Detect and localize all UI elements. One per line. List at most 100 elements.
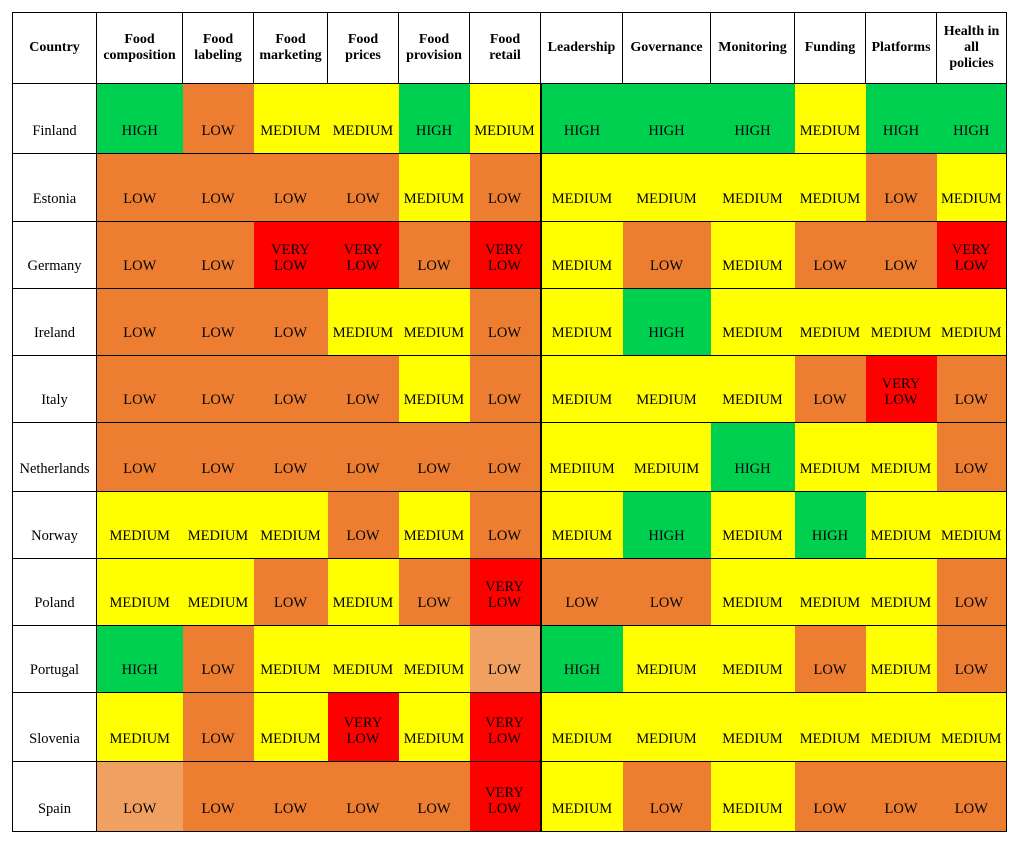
rating-cell: LOW xyxy=(469,491,541,559)
rating-cell: LOW xyxy=(865,761,937,832)
column-header-4: Food prices xyxy=(327,12,399,84)
rating-cell: LOW xyxy=(469,422,541,492)
rating-cell: HIGH xyxy=(710,83,795,154)
rating-cell: LOW xyxy=(936,422,1007,492)
rating-cell: MEDIUM xyxy=(936,692,1007,762)
rating-cell: LOW xyxy=(469,355,541,423)
column-header-11: Platforms xyxy=(865,12,937,84)
rating-cell: LOW xyxy=(794,355,866,423)
rating-cell: MEDIUM xyxy=(865,491,937,559)
rating-cell: MEDIUM xyxy=(327,625,399,693)
rating-cell: HIGH xyxy=(622,288,711,356)
rating-cell: LOW xyxy=(96,355,183,423)
rating-cell: MEDIUM xyxy=(710,692,795,762)
rating-cell: MEDIUM xyxy=(622,355,711,423)
rating-cell: MEDIUM xyxy=(539,491,623,559)
rating-cell: LOW xyxy=(182,288,254,356)
rating-cell: LOW xyxy=(327,153,399,222)
column-header-7: Leadership xyxy=(540,12,623,84)
rating-cell: MEDIUM xyxy=(865,288,937,356)
rating-cell: LOW xyxy=(622,761,711,832)
rating-cell: LOW xyxy=(253,422,328,492)
rating-cell: MEDIUM xyxy=(539,355,623,423)
rating-cell: MEDIUM xyxy=(539,692,623,762)
rating-cell: LOW xyxy=(865,153,937,222)
rating-cell: MEDIUM xyxy=(398,355,470,423)
country-name: Portugal xyxy=(12,625,97,693)
rating-cell: VERY LOW xyxy=(469,558,541,626)
rating-cell: MEDIUM xyxy=(96,692,183,762)
rating-cell: LOW xyxy=(96,422,183,492)
country-name: Ireland xyxy=(12,288,97,356)
country-name: Poland xyxy=(12,558,97,626)
country-name: Netherlands xyxy=(12,422,97,492)
rating-cell: MEDIUM xyxy=(96,491,183,559)
rating-cell: MEDIUM xyxy=(710,288,795,356)
rating-cell: LOW xyxy=(253,355,328,423)
rating-cell: MEDIUM xyxy=(327,558,399,626)
rating-cell: LOW xyxy=(398,422,470,492)
country-name: Norway xyxy=(12,491,97,559)
rating-cell: VERY LOW xyxy=(253,221,328,289)
rating-cell: LOW xyxy=(936,761,1007,832)
rating-cell: LOW xyxy=(182,83,254,154)
rating-cell: LOW xyxy=(182,761,254,832)
rating-cell: LOW xyxy=(622,221,711,289)
country-name: Germany xyxy=(12,221,97,289)
rating-cell: HIGH xyxy=(398,83,470,154)
column-header-5: Food provision xyxy=(398,12,470,84)
rating-cell: MEDIUM xyxy=(710,221,795,289)
country-name: Slovenia xyxy=(12,692,97,762)
column-header-country: Country xyxy=(12,12,97,84)
rating-cell: LOW xyxy=(469,625,541,693)
rating-cell: LOW xyxy=(865,221,937,289)
column-header-8: Governance xyxy=(622,12,711,84)
table-row: Italy LOW LOW LOW LOW MEDIUM LOW MEDIUM MEDIUM ME… xyxy=(12,355,1007,423)
rating-cell: MEDIUM xyxy=(794,422,866,492)
table-row: Poland MEDIUM MEDIUM LOW MEDIUM LOW VERY LOW LOW… xyxy=(12,558,1007,626)
rating-cell: LOW xyxy=(936,558,1007,626)
rating-cell: LOW xyxy=(182,153,254,222)
column-header-9: Monitoring xyxy=(710,12,795,84)
rating-cell: MEDIUM xyxy=(253,625,328,693)
rating-cell: MEDIUM xyxy=(398,692,470,762)
rating-cell: HIGH xyxy=(539,625,623,693)
rating-cell: MEDIUM xyxy=(622,153,711,222)
rating-cell: HIGH xyxy=(96,83,183,154)
rating-cell: MEDIUM xyxy=(398,491,470,559)
policy-rating-table: Country Food composition Food labeling Food ma… xyxy=(12,12,1007,832)
table-row: Slovenia MEDIUM LOW MEDIUM VERY LOW MEDIUM VERY… xyxy=(12,692,1007,762)
rating-cell: MEDIUM xyxy=(794,83,866,154)
rating-cell: LOW xyxy=(182,221,254,289)
column-header-2: Food labeling xyxy=(182,12,254,84)
rating-cell: LOW xyxy=(327,761,399,832)
rating-cell: MEDIUM xyxy=(327,83,399,154)
rating-cell: HIGH xyxy=(710,422,795,492)
column-header-1: Food composition xyxy=(96,12,183,84)
rating-cell: LOW xyxy=(398,558,470,626)
rating-cell: LOW xyxy=(96,761,183,832)
rating-cell: MEDIUM xyxy=(936,288,1007,356)
rating-cell: MEDIUIM xyxy=(622,422,711,492)
rating-cell: LOW xyxy=(182,625,254,693)
rating-cell: HIGH xyxy=(622,491,711,559)
rating-cell: MEDIUM xyxy=(182,491,254,559)
rating-cell: MEDIUM xyxy=(710,558,795,626)
rating-cell: MEDIUM xyxy=(539,221,623,289)
rating-cell: LOW xyxy=(96,221,183,289)
rating-cell: MEDIUM xyxy=(710,625,795,693)
rating-cell: LOW xyxy=(253,761,328,832)
rating-cell: LOW xyxy=(327,355,399,423)
country-name: Italy xyxy=(12,355,97,423)
rating-cell: MEDIUM xyxy=(936,153,1007,222)
rating-cell: LOW xyxy=(327,422,399,492)
column-header-3: Food marketing xyxy=(253,12,328,84)
table-row: Finland HIGH LOW MEDIUM MEDIUM HIGH MEDIUM HIGH… xyxy=(12,83,1007,154)
table-row: Netherlands LOW LOW LOW LOW LOW LOW MEDIIUM MEDI… xyxy=(12,422,1007,492)
rating-cell: HIGH xyxy=(936,83,1007,154)
rating-cell: MEDIUM xyxy=(865,625,937,693)
rating-cell: LOW xyxy=(182,692,254,762)
column-header-6: Food retail xyxy=(469,12,541,84)
table-row: Estonia LOW LOW LOW LOW MEDIUM LOW MEDIUM MEDIUM… xyxy=(12,153,1007,222)
rating-cell: MEDIUM xyxy=(182,558,254,626)
